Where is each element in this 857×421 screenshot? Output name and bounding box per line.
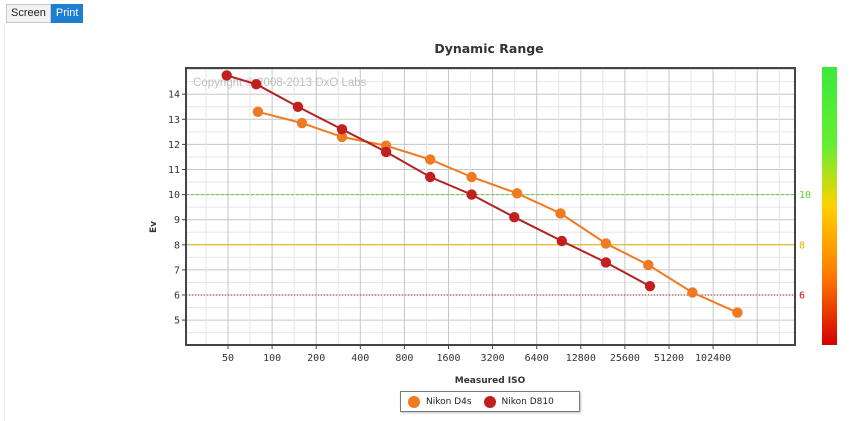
reference-line-label: 6 bbox=[799, 291, 805, 302]
data-point bbox=[643, 259, 654, 271]
data-point bbox=[296, 117, 308, 129]
y-tick-label: 14 bbox=[168, 90, 180, 101]
y-tick-label: 5 bbox=[174, 316, 180, 327]
y-tick-label: 11 bbox=[168, 165, 180, 176]
panel-left-border bbox=[4, 26, 5, 421]
x-tick-label: 400 bbox=[351, 353, 369, 364]
x-axis-label: Measured ISO bbox=[455, 376, 526, 386]
data-point bbox=[556, 235, 567, 247]
data-point bbox=[425, 171, 436, 183]
reference-line-label: 8 bbox=[799, 240, 805, 251]
x-tick-label: 200 bbox=[307, 353, 325, 364]
plot-frame bbox=[185, 67, 796, 346]
screen-view-button[interactable]: Screen bbox=[6, 4, 51, 23]
legend-item-series-2[interactable]: Nikon D810 bbox=[483, 395, 554, 408]
view-toggle: Screen Print bbox=[6, 4, 84, 23]
series-line-1 bbox=[257, 110, 738, 314]
y-tick-label: 13 bbox=[168, 115, 180, 126]
x-tick-label: 3200 bbox=[481, 353, 505, 364]
x-tick-label: 50 bbox=[222, 353, 234, 364]
y-axis-ticks: 5 6 7 8 9 10 11 12 13 14 bbox=[168, 90, 186, 327]
y-tick-label: 7 bbox=[174, 265, 180, 276]
legend-label: Nikon D4s bbox=[426, 396, 472, 407]
chart-title: Dynamic Range bbox=[434, 41, 543, 56]
data-point bbox=[555, 208, 566, 219]
y-tick-label: 8 bbox=[174, 240, 180, 251]
data-point bbox=[466, 189, 477, 200]
y-tick-label: 12 bbox=[168, 140, 180, 151]
print-view-button[interactable]: Print bbox=[50, 4, 84, 23]
reference-line-label: 10 bbox=[799, 190, 811, 201]
x-tick-label: 1600 bbox=[436, 353, 460, 364]
legend-marker-icon bbox=[408, 395, 420, 408]
data-point bbox=[511, 188, 523, 199]
y-tick-label: 10 bbox=[168, 190, 180, 201]
data-point bbox=[292, 101, 304, 113]
x-tick-label: 25600 bbox=[610, 353, 640, 364]
y-axis-label: Ev bbox=[149, 221, 159, 233]
x-tick-label: 12800 bbox=[566, 353, 596, 364]
watermark: Copyright © 2008-2013 DxO Labs bbox=[193, 77, 367, 89]
data-point bbox=[221, 70, 232, 81]
color-scale-bar bbox=[822, 67, 837, 345]
x-tick-label: 100 bbox=[263, 353, 281, 364]
legend-item-series-1[interactable]: Nikon D4s bbox=[408, 395, 472, 408]
data-point bbox=[509, 212, 520, 223]
data-point bbox=[336, 131, 348, 143]
legend-marker-icon bbox=[483, 395, 496, 408]
data-point bbox=[380, 146, 392, 158]
data-point bbox=[687, 287, 698, 298]
data-point bbox=[466, 171, 477, 183]
legend: Nikon D4s Nikon D810 bbox=[400, 391, 580, 412]
data-point bbox=[600, 257, 612, 268]
series bbox=[221, 70, 743, 318]
data-point bbox=[732, 307, 743, 318]
x-tick-label: 800 bbox=[395, 353, 413, 364]
x-tick-label: 6400 bbox=[525, 353, 549, 364]
data-point bbox=[252, 106, 264, 118]
data-point bbox=[336, 124, 348, 135]
data-point bbox=[251, 79, 262, 90]
y-tick-label: 9 bbox=[174, 215, 180, 226]
data-point bbox=[425, 154, 436, 165]
x-tick-label: 51200 bbox=[654, 353, 684, 364]
x-tick-label: 102400 bbox=[695, 353, 731, 364]
legend-label: Nikon D810 bbox=[501, 396, 554, 407]
grid bbox=[186, 68, 795, 345]
data-point bbox=[644, 281, 656, 292]
data-point bbox=[600, 238, 612, 249]
y-tick-label: 6 bbox=[174, 291, 180, 302]
x-axis-ticks: 50 100 200 400 800 1600 3200 6400 12800 25600 5120… bbox=[222, 345, 731, 364]
